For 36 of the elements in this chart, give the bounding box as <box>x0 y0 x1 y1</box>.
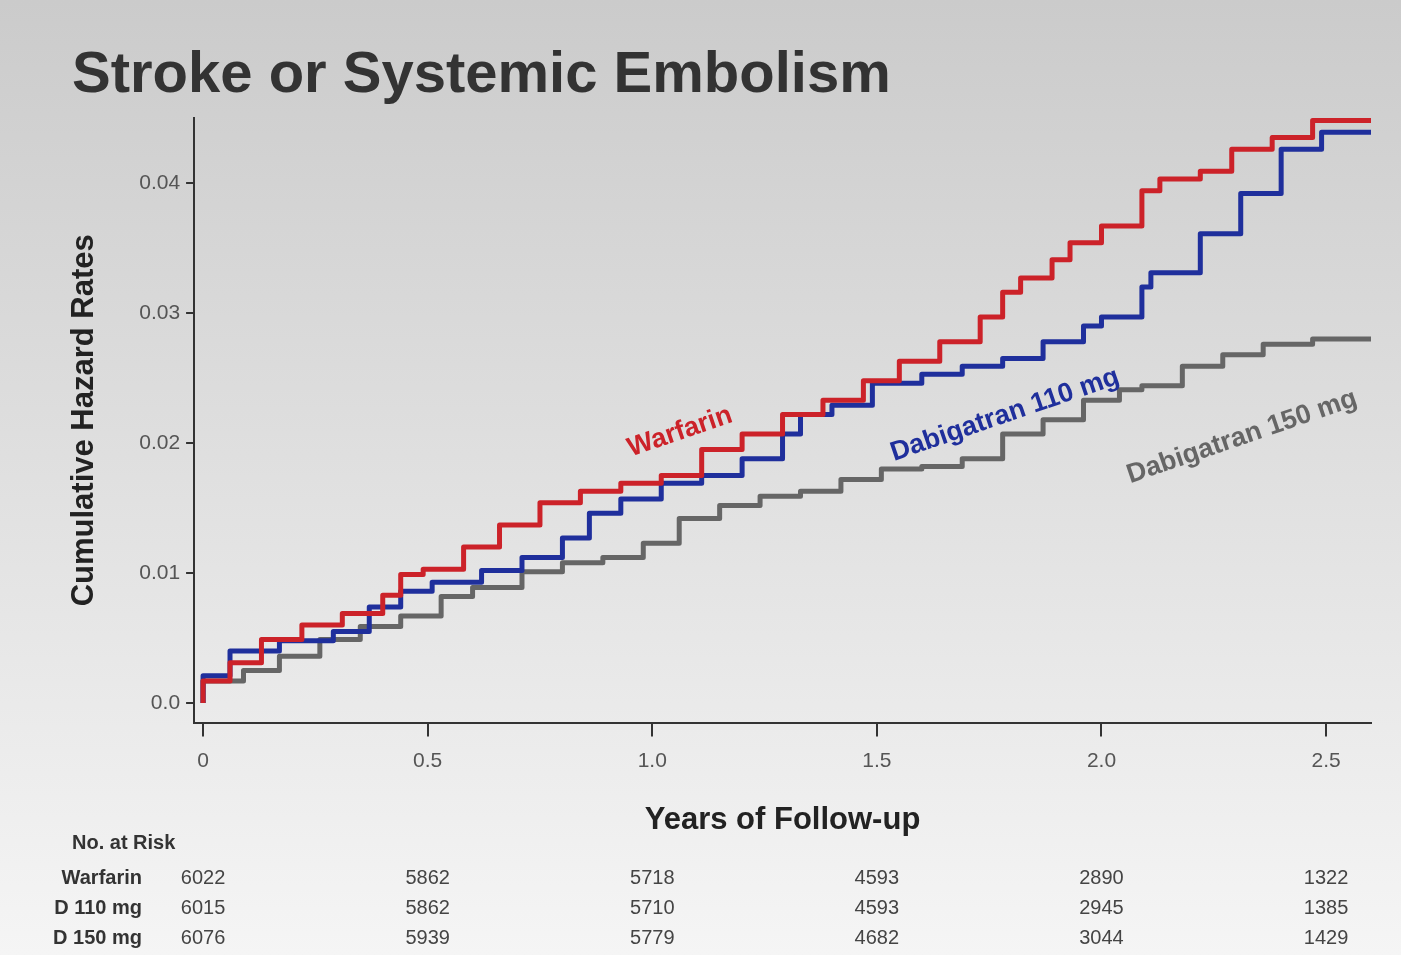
text: 4593 <box>854 865 900 888</box>
y-tick-label: 0.03 <box>139 299 181 323</box>
text: 6022 <box>180 865 226 888</box>
x-tick-label: 1.0 <box>637 748 667 771</box>
x-tick-label: 1.5 <box>862 748 892 771</box>
x-tick-label: 0 <box>197 748 209 771</box>
text: 1429 <box>1303 925 1349 948</box>
text: 5939 <box>405 925 450 948</box>
x-tick-label: 0.5 <box>413 748 443 771</box>
y-tick-label: 0.02 <box>139 429 181 453</box>
text: 1322 <box>1303 865 1349 888</box>
chart-title: Stroke or Systemic Embolism <box>72 38 891 105</box>
x-axis-title: Years of Follow-up <box>644 800 921 836</box>
text: 3044 <box>1079 925 1124 948</box>
text: Warfarin <box>61 865 142 888</box>
text: 1385 <box>1303 895 1349 918</box>
text: 4593 <box>854 895 900 918</box>
text: D 150 mg <box>53 925 142 948</box>
text: 5779 <box>630 925 675 948</box>
y-tick-label: 0.01 <box>139 559 181 583</box>
y-tick-label: 0.04 <box>139 169 181 193</box>
text: 5710 <box>630 895 675 918</box>
text: 5862 <box>405 895 450 918</box>
text: 5718 <box>630 865 675 888</box>
text: No. at Risk <box>72 830 177 853</box>
text: 6015 <box>180 895 226 918</box>
text: 2890 <box>1079 865 1124 888</box>
x-tick-label: 2.0 <box>1086 748 1117 771</box>
y-axis-title: Cumulative Hazard Rates <box>65 234 101 607</box>
y-tick-label: 0.0 <box>150 689 181 713</box>
text: D 110 mg <box>54 895 142 918</box>
text: 4682 <box>854 925 900 948</box>
text: 5862 <box>405 865 450 888</box>
text: 2945 <box>1079 895 1124 918</box>
x-tick-label: 2.5 <box>1311 748 1341 771</box>
text: 6076 <box>180 925 226 948</box>
